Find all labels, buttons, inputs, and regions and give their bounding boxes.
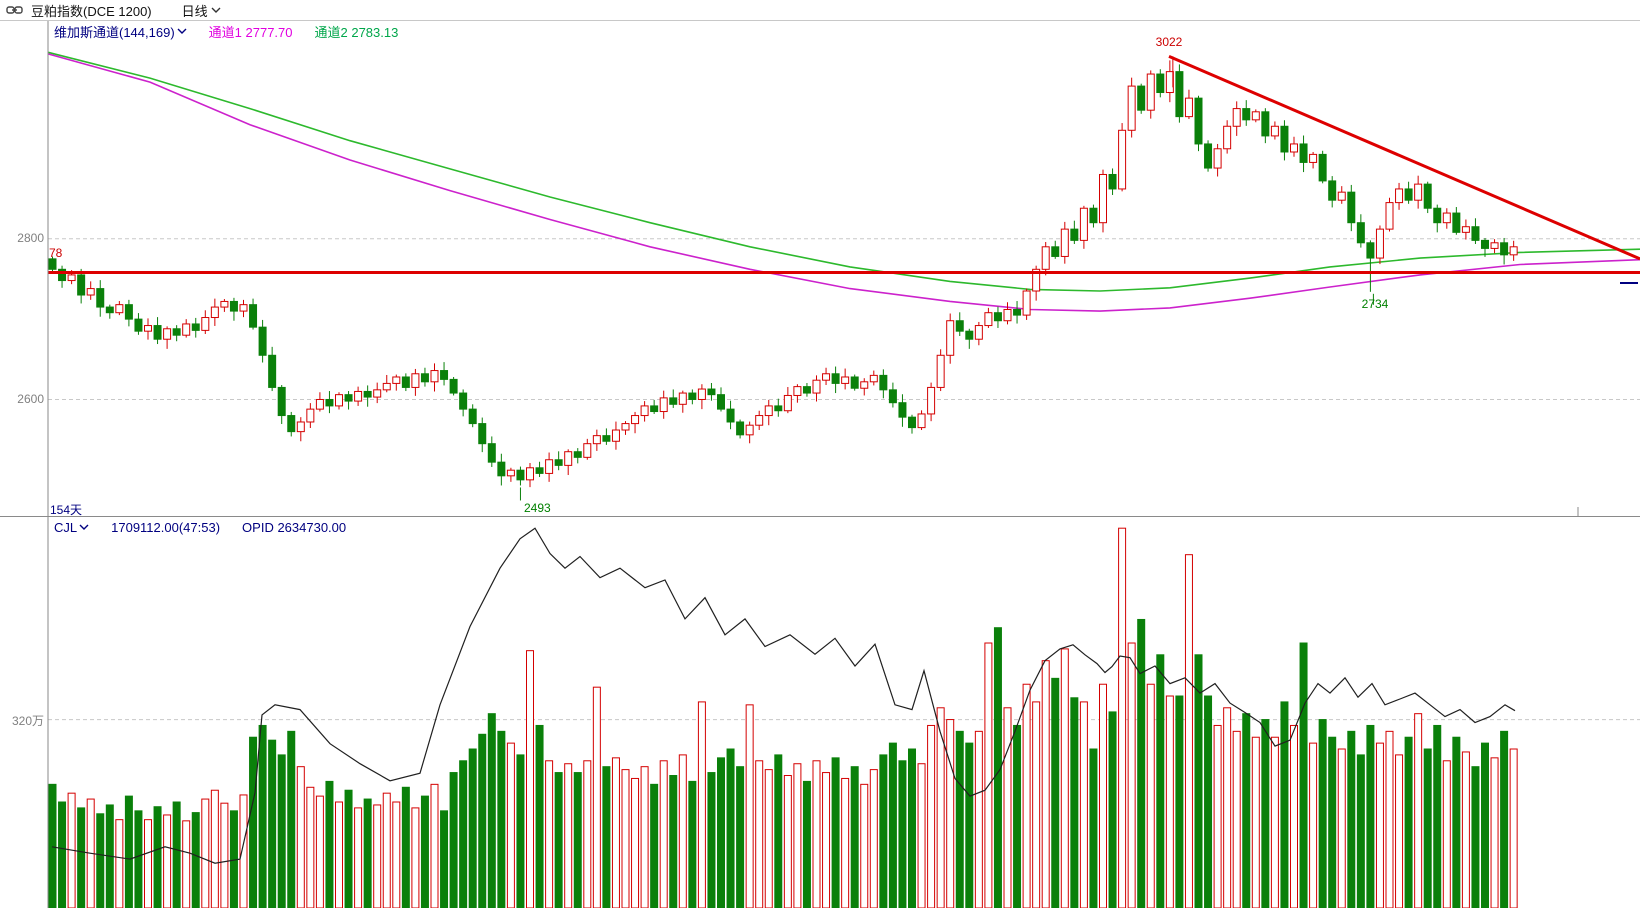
volume-value: 1709112.00(47:53) [111,520,221,535]
bottom-price-label: 2493 [524,501,551,515]
panel-divider[interactable] [0,516,1640,517]
price-gridlines-layer [48,238,1640,400]
volume-panel[interactable]: CJL 1709112.00(47:53) OPID 2634730.00 32… [0,517,1640,908]
volume-indicator-name: CJL [54,520,78,535]
period-selector[interactable]: 日线 [182,1,221,20]
indicator-header: 维加斯通道(144,169) 通道1 2777.70 通道2 2783.13 [54,22,398,41]
price-panel[interactable]: 维加斯通道(144,169) 通道1 2777.70 通道2 2783.13 2… [0,21,1640,517]
price-chart[interactable] [0,21,1640,516]
opid-value: OPID 2634730.00 [242,520,347,535]
candlesticks-layer [48,60,1518,488]
channel1-value: 通道1 2777.70 [208,25,293,40]
price-tick-2800: 2800 [17,231,44,245]
chevron-down-icon [79,524,89,530]
volume-tick-320w: 320万 [11,714,44,728]
trendline-layer[interactable] [1168,54,1640,261]
ma-lines-layer [47,51,1640,312]
indicator-name: 维加斯通道(144,169) [54,25,175,40]
chevron-down-icon [177,28,187,34]
volume-indicator-header: CJL 1709112.00(47:53) OPID 2634730.00 [54,520,346,535]
dip-price-label: 2734 [1361,297,1389,311]
hline-value-label: 78 [49,246,63,260]
days-count-label: 154天 [50,503,83,517]
period-label: 日线 [181,3,208,19]
link-icon[interactable] [6,5,23,15]
peak-price-label: 3022 [1155,35,1183,49]
price-tick-2600: 2600 [17,392,44,406]
volume-bars-layer [48,527,1518,908]
symbol-title: 豆粕指数(DCE 1200) [31,3,152,19]
open-interest-line [51,527,1516,864]
titlebar: 豆粕指数(DCE 1200) 日线 [0,0,1640,21]
chevron-down-icon [211,7,221,13]
channel2-value: 通道2 2783.13 [314,25,399,40]
annotation-markers-layer [519,56,1638,516]
indicator-selector[interactable]: 维加斯通道(144,169) [54,22,187,41]
volume-chart[interactable] [0,517,1640,908]
volume-indicator-selector[interactable]: CJL [54,520,89,535]
